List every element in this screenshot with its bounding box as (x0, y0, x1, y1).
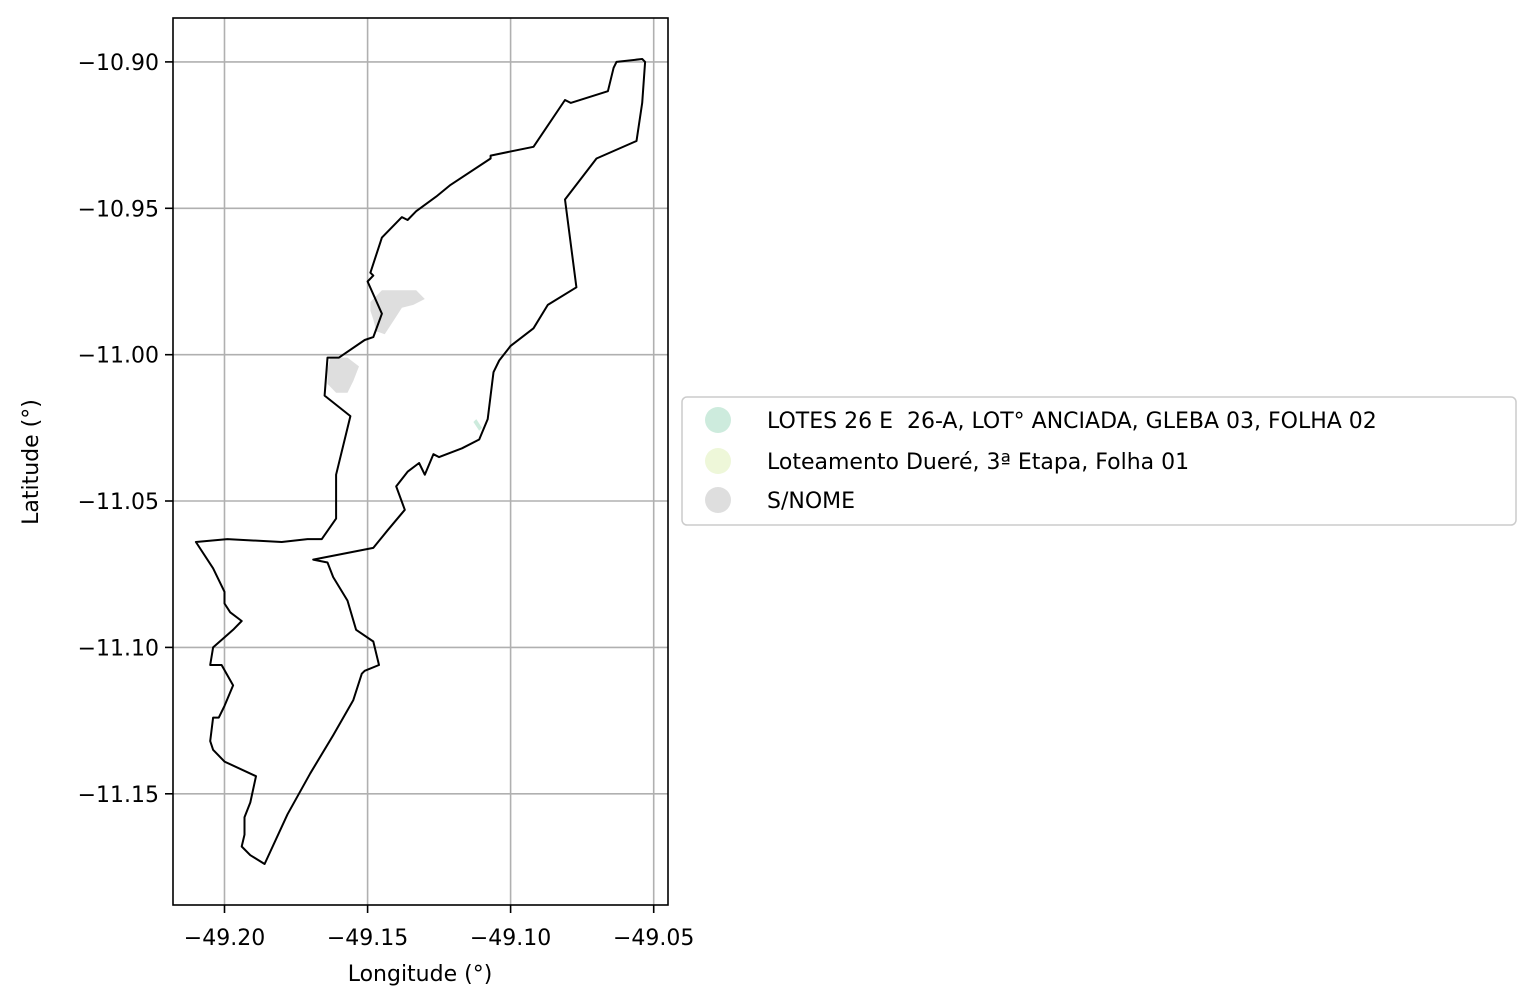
legend-label-lotes: LOTES 26 E 26-A, LOT° ANCIADA, GLEBA 03,… (767, 409, 1377, 434)
x-tick-label: −49.10 (470, 926, 551, 951)
map-area (327, 357, 359, 393)
y-tick-label: −10.95 (78, 197, 159, 222)
legend-frame (681, 396, 1517, 526)
y-axis-ticks: −10.90 −10.95 −11.00 −11.05 −11.10 −11.15 (78, 51, 173, 808)
municipality-boundary (194, 58, 647, 865)
x-tick-label: −49.20 (184, 926, 265, 951)
legend-marker-snome (705, 487, 731, 513)
y-tick-label: −11.05 (78, 490, 159, 515)
legend-marker-loteamento (705, 448, 731, 474)
x-tick-label: −49.15 (327, 926, 408, 951)
x-axis-ticks: −49.20 −49.15 −49.10 −49.05 (184, 905, 694, 951)
plot-frame (172, 17, 669, 906)
legend: LOTES 26 E 26-A, LOT° ANCIADA, GLEBA 03,… (681, 396, 1517, 526)
x-axis-title: Longitude (°) (348, 962, 493, 987)
map-areas (327, 290, 482, 431)
x-tick-label: −49.05 (613, 926, 694, 951)
y-tick-label: −10.90 (78, 51, 159, 76)
map-area (370, 290, 425, 335)
legend-label-loteamento: Loteamento Dueré, 3ª Etapa, Folha 01 (767, 450, 1189, 475)
y-tick-label: −11.00 (78, 344, 159, 369)
boundary-outline (194, 58, 647, 865)
y-axis-title: Latitude (°) (19, 399, 44, 525)
y-tick-label: −11.15 (78, 783, 159, 808)
map-area (473, 419, 482, 431)
y-tick-label: −11.10 (78, 636, 159, 661)
legend-label-snome: S/NOME (767, 489, 855, 514)
legend-marker-lotes (705, 407, 731, 433)
